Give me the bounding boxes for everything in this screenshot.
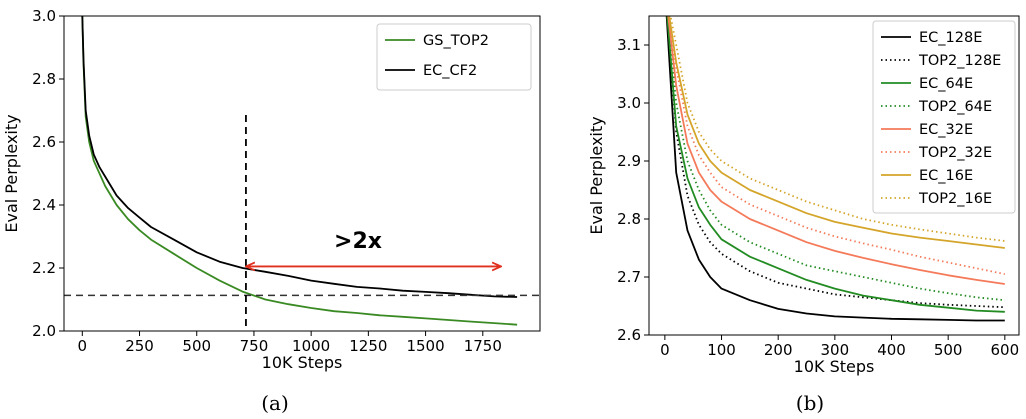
x-tick-label: 100 xyxy=(707,341,736,359)
series-line-ec-16e xyxy=(668,16,1005,249)
y-tick-label: 2.9 xyxy=(617,152,641,170)
legend-label: EC_16E xyxy=(919,168,973,184)
legend-label: TOP2_128E xyxy=(918,53,1001,69)
legend-label: EC_CF2 xyxy=(423,63,477,79)
legend-label: TOP2_16E xyxy=(918,191,992,207)
x-tick-label: 600 xyxy=(991,341,1020,359)
series-line-gs-top2 xyxy=(81,16,518,326)
series-line-ec-128e xyxy=(665,16,1005,322)
y-tick-label: 2.6 xyxy=(617,326,641,344)
y-tick-label: 3.1 xyxy=(617,36,641,54)
legend-box xyxy=(376,23,532,91)
legend-label: EC_64E xyxy=(919,76,973,92)
series-group xyxy=(665,16,1005,322)
y-tick-label: 3.0 xyxy=(32,7,56,25)
y-tick-label: 2.6 xyxy=(32,133,56,151)
caption-a: (a) xyxy=(261,391,289,415)
y-tick-label: 3.0 xyxy=(617,94,641,112)
legend-label: TOP2_64E xyxy=(918,99,992,115)
x-tick-label: 400 xyxy=(877,341,906,359)
y-axis-label: Eval Perplexity xyxy=(2,114,21,232)
x-tick-label: 300 xyxy=(821,341,850,359)
x-tick-label: 200 xyxy=(764,341,793,359)
plot-frame xyxy=(648,15,1020,336)
series-line-ec-cf2 xyxy=(81,16,518,298)
x-axis-label: 10K Steps xyxy=(794,357,875,376)
chart-panel-b: 10K Steps Eval Perplexity 0 100 200 300 400 500… xyxy=(587,15,1020,376)
x-tick-label: 1000 xyxy=(292,337,330,355)
series-line-top2-32e xyxy=(668,16,1005,275)
series-group xyxy=(81,16,518,326)
x-axis-label: 10K Steps xyxy=(262,353,343,372)
y-tick-label: 2.0 xyxy=(32,322,56,340)
y-tick-label: 2.2 xyxy=(32,259,56,277)
legend-label: TOP2_32E xyxy=(918,145,992,161)
x-tick-label: 0 xyxy=(78,337,88,355)
y-tick-label: 2.8 xyxy=(32,70,56,88)
chart-panel-a: 10K Steps Eval Perplexity 0 250 500 750 1000 12… xyxy=(2,7,541,372)
x-tick-label: 1500 xyxy=(406,337,444,355)
legend-label: EC_128E xyxy=(919,30,982,46)
legend-label: GS_TOP2 xyxy=(423,33,489,49)
plot-frame xyxy=(63,15,541,332)
x-tick-label: 1250 xyxy=(349,337,387,355)
series-line-ec-32e xyxy=(667,16,1005,285)
x-tick-label: 1750 xyxy=(464,337,502,355)
y-tick-label: 2.4 xyxy=(32,196,56,214)
y-axis-label: Eval Perplexity xyxy=(587,116,606,234)
x-tick-label: 500 xyxy=(934,341,963,359)
series-line-top2-64e xyxy=(666,16,1005,302)
y-tick-label: 2.8 xyxy=(617,210,641,228)
x-tick-label: 750 xyxy=(240,337,269,355)
speedup-annotation: >2x xyxy=(334,229,382,254)
series-line-ec-64e xyxy=(666,16,1005,313)
x-tick-label: 250 xyxy=(125,337,154,355)
caption-b: (b) xyxy=(796,391,824,415)
x-tick-label: 500 xyxy=(182,337,211,355)
legend-label: EC_32E xyxy=(919,122,973,138)
y-tick-label: 2.7 xyxy=(617,268,641,286)
x-tick-label: 0 xyxy=(660,341,670,359)
legend-box xyxy=(872,20,1016,214)
series-line-top2-128e xyxy=(666,16,1005,309)
